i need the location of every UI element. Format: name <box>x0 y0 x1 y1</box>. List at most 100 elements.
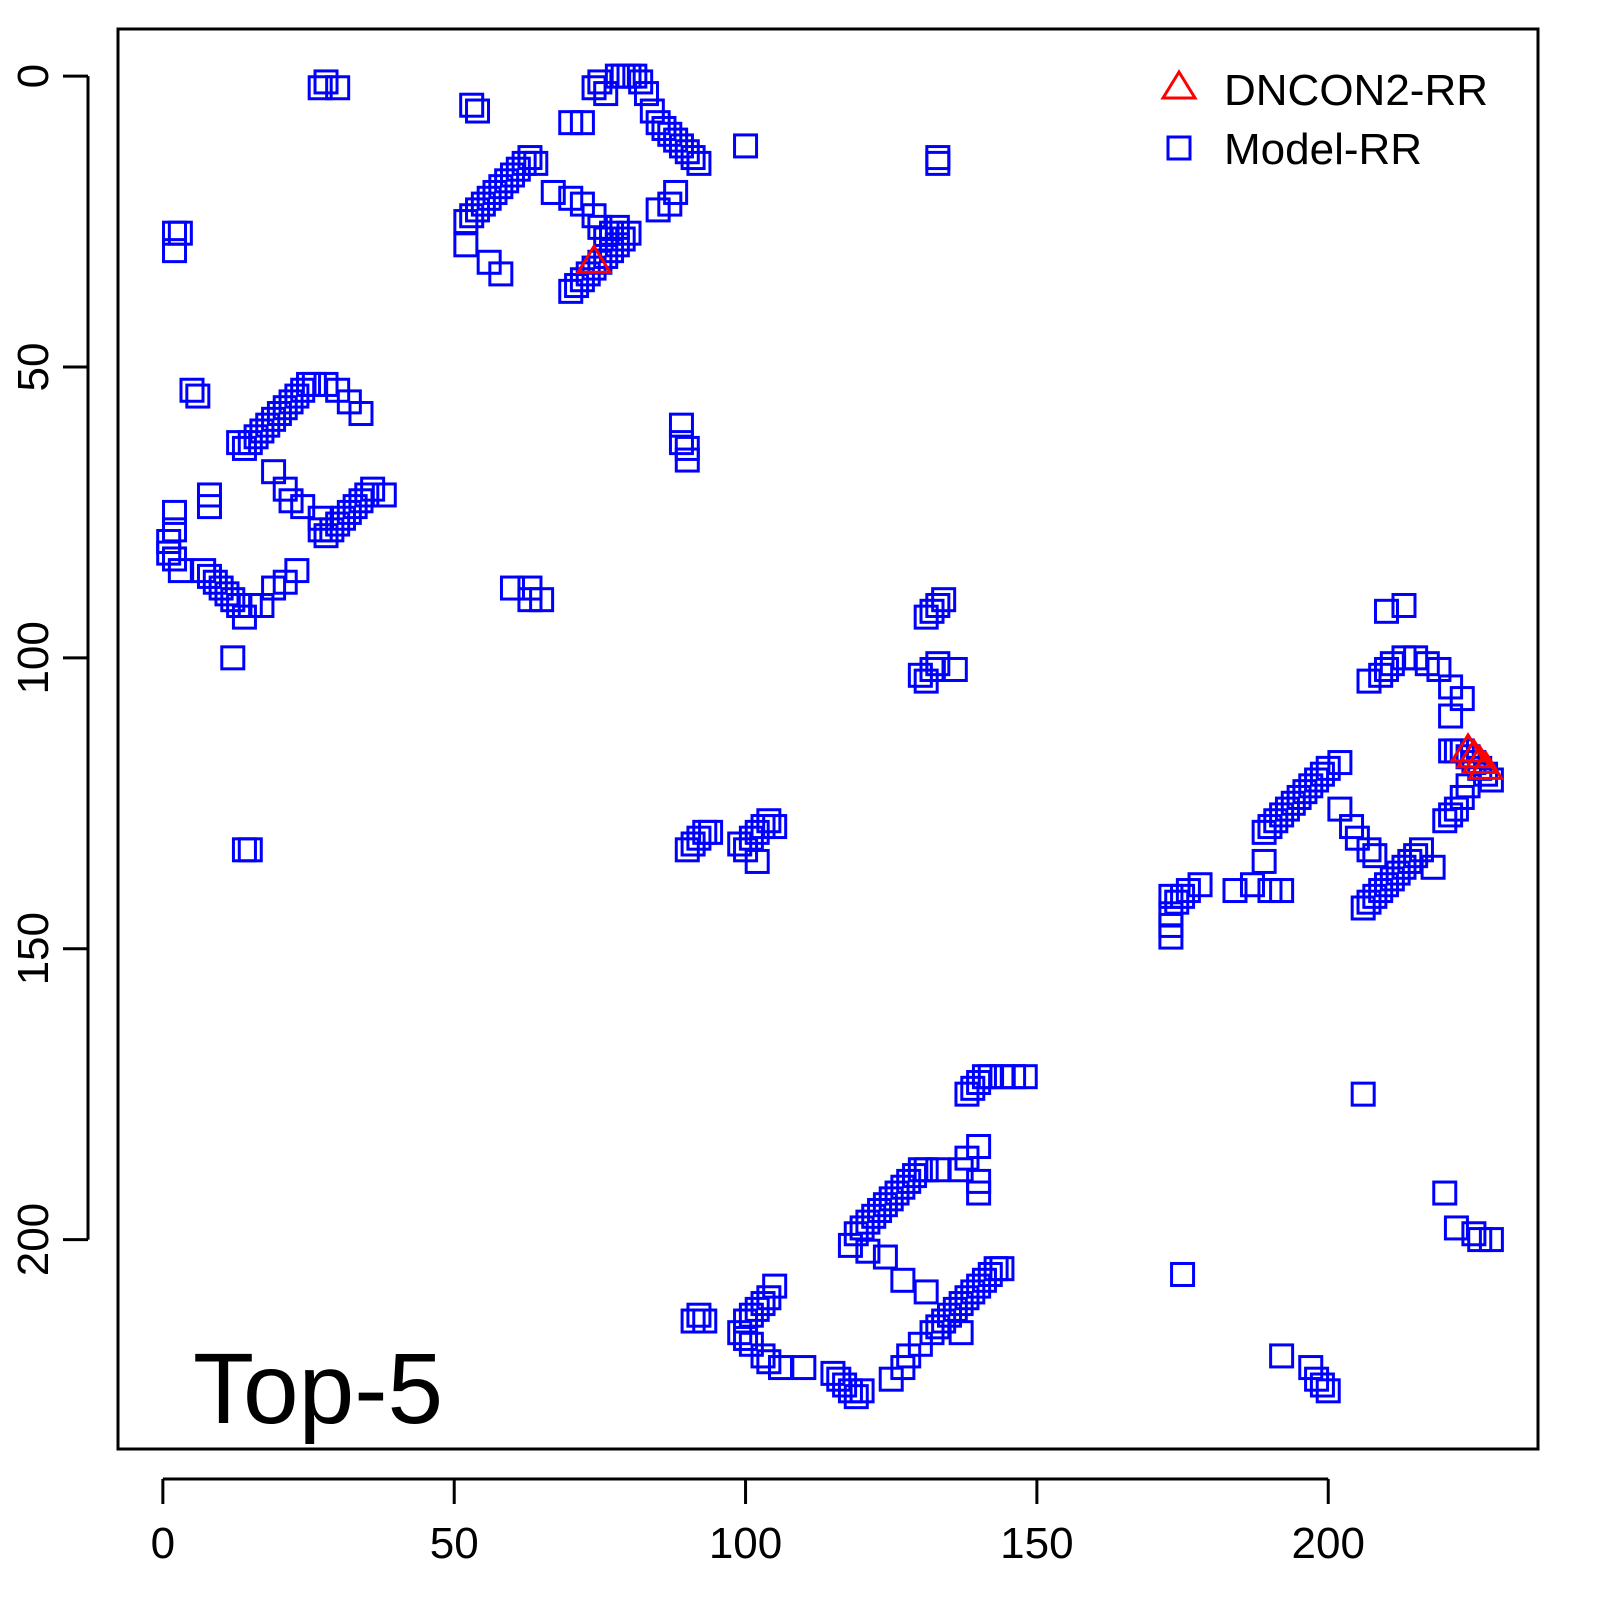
model-rr-point <box>1473 761 1499 787</box>
x-tick-label: 200 <box>1292 1519 1365 1568</box>
model-rr-point <box>762 814 788 840</box>
model-rr-point <box>686 1302 712 1328</box>
legend-triangle-icon <box>1160 69 1198 100</box>
model-rr-point <box>1350 1081 1376 1107</box>
model-rr-point <box>1362 843 1388 869</box>
model-rr-point <box>1269 878 1295 904</box>
model-rr-point <box>849 1378 875 1404</box>
model-rr-point <box>1420 854 1446 880</box>
y-tick-label: 200 <box>9 1203 58 1276</box>
model-rr-point <box>604 232 630 258</box>
model-rr-point <box>540 179 566 205</box>
model-rr-point <box>733 1325 759 1351</box>
model-rr-point <box>942 656 968 682</box>
x-tick-label: 0 <box>151 1519 175 1568</box>
legend-label-model: Model-RR <box>1224 125 1422 174</box>
model-rr-point <box>1432 1180 1458 1206</box>
model-rr-point <box>1327 750 1353 776</box>
model-rr-point <box>162 499 188 525</box>
legend: DNCON2-RR Model-RR <box>1160 66 1488 174</box>
model-rr-point <box>1269 1343 1295 1369</box>
model-rr-point <box>925 651 951 677</box>
model-rr-point <box>167 220 193 246</box>
legend-label-dncon2: DNCON2-RR <box>1224 66 1488 115</box>
model-rr-point <box>698 819 724 845</box>
dncon2-rr-point <box>1466 749 1505 780</box>
model-rr-point <box>1391 592 1417 618</box>
model-rr-point <box>1374 598 1400 624</box>
model-rr-point <box>459 92 485 118</box>
model-rr-point <box>1158 924 1184 950</box>
model-rr-point <box>453 232 479 258</box>
model-rr-point <box>465 98 491 124</box>
y-tick-label: 50 <box>9 343 58 392</box>
plot-frame <box>116 27 1540 1451</box>
model-rr-point <box>488 261 514 287</box>
model-rr-point <box>925 150 951 176</box>
model-rr-point <box>925 145 951 171</box>
model-rr-point <box>1478 1227 1504 1253</box>
model-rr-point <box>791 1355 817 1381</box>
model-rr-point <box>1170 1261 1196 1287</box>
model-rr-point <box>645 197 671 223</box>
model-rr-point <box>680 145 706 171</box>
x-tick-label: 150 <box>1000 1519 1073 1568</box>
model-rr-point <box>569 110 595 136</box>
model-rr-point <box>913 1279 939 1305</box>
model-rr-point <box>692 1308 718 1334</box>
model-rr-point <box>284 558 310 584</box>
model-rr-point <box>872 1244 898 1270</box>
model-rr-point <box>931 587 957 613</box>
model-rr-point <box>762 1273 788 1299</box>
model-rr-point <box>220 645 246 671</box>
model-rr-point <box>231 837 257 863</box>
model-rr-point <box>1356 837 1382 863</box>
model-rr-point <box>348 401 374 427</box>
panel-label: Top-5 <box>193 1333 443 1445</box>
model-rr-point <box>843 1384 869 1410</box>
model-rr-point <box>371 482 397 508</box>
dncon2-rr-point <box>1455 737 1493 769</box>
x-tick-label: 100 <box>709 1519 782 1568</box>
x-tick-label: 50 <box>430 1519 479 1568</box>
model-rr-point <box>1251 848 1277 874</box>
model-rr-point <box>529 587 555 613</box>
plot-marks <box>156 63 1505 1410</box>
model-rr-point <box>674 447 700 473</box>
model-rr-point <box>733 133 759 159</box>
y-tick-label: 150 <box>9 912 58 985</box>
legend-square-icon <box>1166 135 1192 161</box>
model-rr-point <box>1461 1221 1487 1247</box>
model-rr-point <box>237 837 263 863</box>
model-rr-point <box>668 430 694 456</box>
model-rr-point <box>756 808 782 834</box>
model-rr-point <box>610 226 636 252</box>
model-rr-point <box>686 150 712 176</box>
model-rr-point <box>948 1320 974 1346</box>
model-rr-point <box>196 494 222 520</box>
model-rr-point <box>633 81 659 107</box>
dncon2-rr-point <box>1461 743 1499 775</box>
model-rr-point <box>1187 872 1213 898</box>
model-rr-point <box>523 150 549 176</box>
model-rr-point <box>925 592 951 618</box>
y-tick-label: 100 <box>9 621 58 694</box>
model-rr-point <box>354 482 380 508</box>
model-rr-point <box>1012 1064 1038 1090</box>
model-rr-point <box>989 1256 1015 1282</box>
model-rr-point <box>185 383 211 409</box>
model-rr-point <box>966 1180 992 1206</box>
model-rr-point <box>890 1267 916 1293</box>
model-rr-point <box>307 75 333 101</box>
model-rr-point <box>179 377 205 403</box>
model-rr-point <box>162 238 188 264</box>
model-rr-point <box>966 1134 992 1160</box>
dncon2-rr-point <box>1449 732 1487 763</box>
y-tick-label: 0 <box>9 64 58 88</box>
model-rr-point <box>1438 703 1464 729</box>
axes: 0 50 100 150 200 0 50 100 150 200 <box>9 64 1365 1568</box>
model-rr-point <box>1309 1372 1335 1398</box>
model-rr-point <box>1478 767 1504 793</box>
dncon2-rr-point <box>575 243 613 274</box>
